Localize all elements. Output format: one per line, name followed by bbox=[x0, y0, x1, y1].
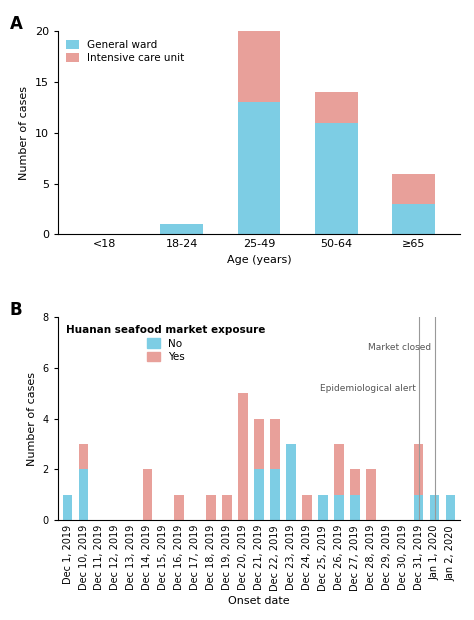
Text: Market closed: Market closed bbox=[368, 343, 431, 352]
Bar bbox=[315, 92, 358, 123]
Bar bbox=[318, 495, 328, 520]
Bar bbox=[414, 495, 423, 520]
Y-axis label: Number of cases: Number of cases bbox=[19, 86, 29, 180]
Bar bbox=[334, 444, 344, 495]
Text: B: B bbox=[9, 301, 22, 319]
Bar bbox=[366, 469, 375, 520]
Bar bbox=[254, 418, 264, 469]
X-axis label: Onset date: Onset date bbox=[228, 596, 290, 606]
Bar bbox=[392, 204, 435, 234]
Bar bbox=[63, 495, 73, 520]
Bar bbox=[174, 495, 184, 520]
Bar bbox=[206, 495, 216, 520]
Legend: No, Yes: No, Yes bbox=[63, 322, 269, 365]
Text: Epidemiological alert: Epidemiological alert bbox=[319, 384, 415, 392]
Bar bbox=[238, 31, 280, 102]
Bar bbox=[238, 102, 280, 234]
Bar bbox=[315, 123, 358, 234]
Bar bbox=[238, 393, 248, 520]
Bar bbox=[392, 174, 435, 204]
Bar bbox=[160, 224, 203, 234]
Bar bbox=[302, 495, 312, 520]
Bar bbox=[334, 495, 344, 520]
Bar bbox=[222, 495, 232, 520]
Y-axis label: Number of cases: Number of cases bbox=[27, 371, 37, 466]
Bar bbox=[254, 469, 264, 520]
Bar bbox=[143, 469, 152, 520]
Bar bbox=[446, 495, 456, 520]
Bar bbox=[430, 495, 439, 520]
Bar bbox=[270, 469, 280, 520]
Bar bbox=[270, 418, 280, 469]
Bar bbox=[79, 444, 88, 469]
Bar bbox=[79, 469, 88, 520]
X-axis label: Age (years): Age (years) bbox=[227, 255, 292, 265]
Text: A: A bbox=[9, 15, 23, 33]
Bar bbox=[286, 444, 296, 520]
Legend: General ward, Intensive care unit: General ward, Intensive care unit bbox=[63, 37, 188, 66]
Bar bbox=[350, 495, 360, 520]
Bar bbox=[414, 444, 423, 495]
Bar bbox=[350, 469, 360, 495]
